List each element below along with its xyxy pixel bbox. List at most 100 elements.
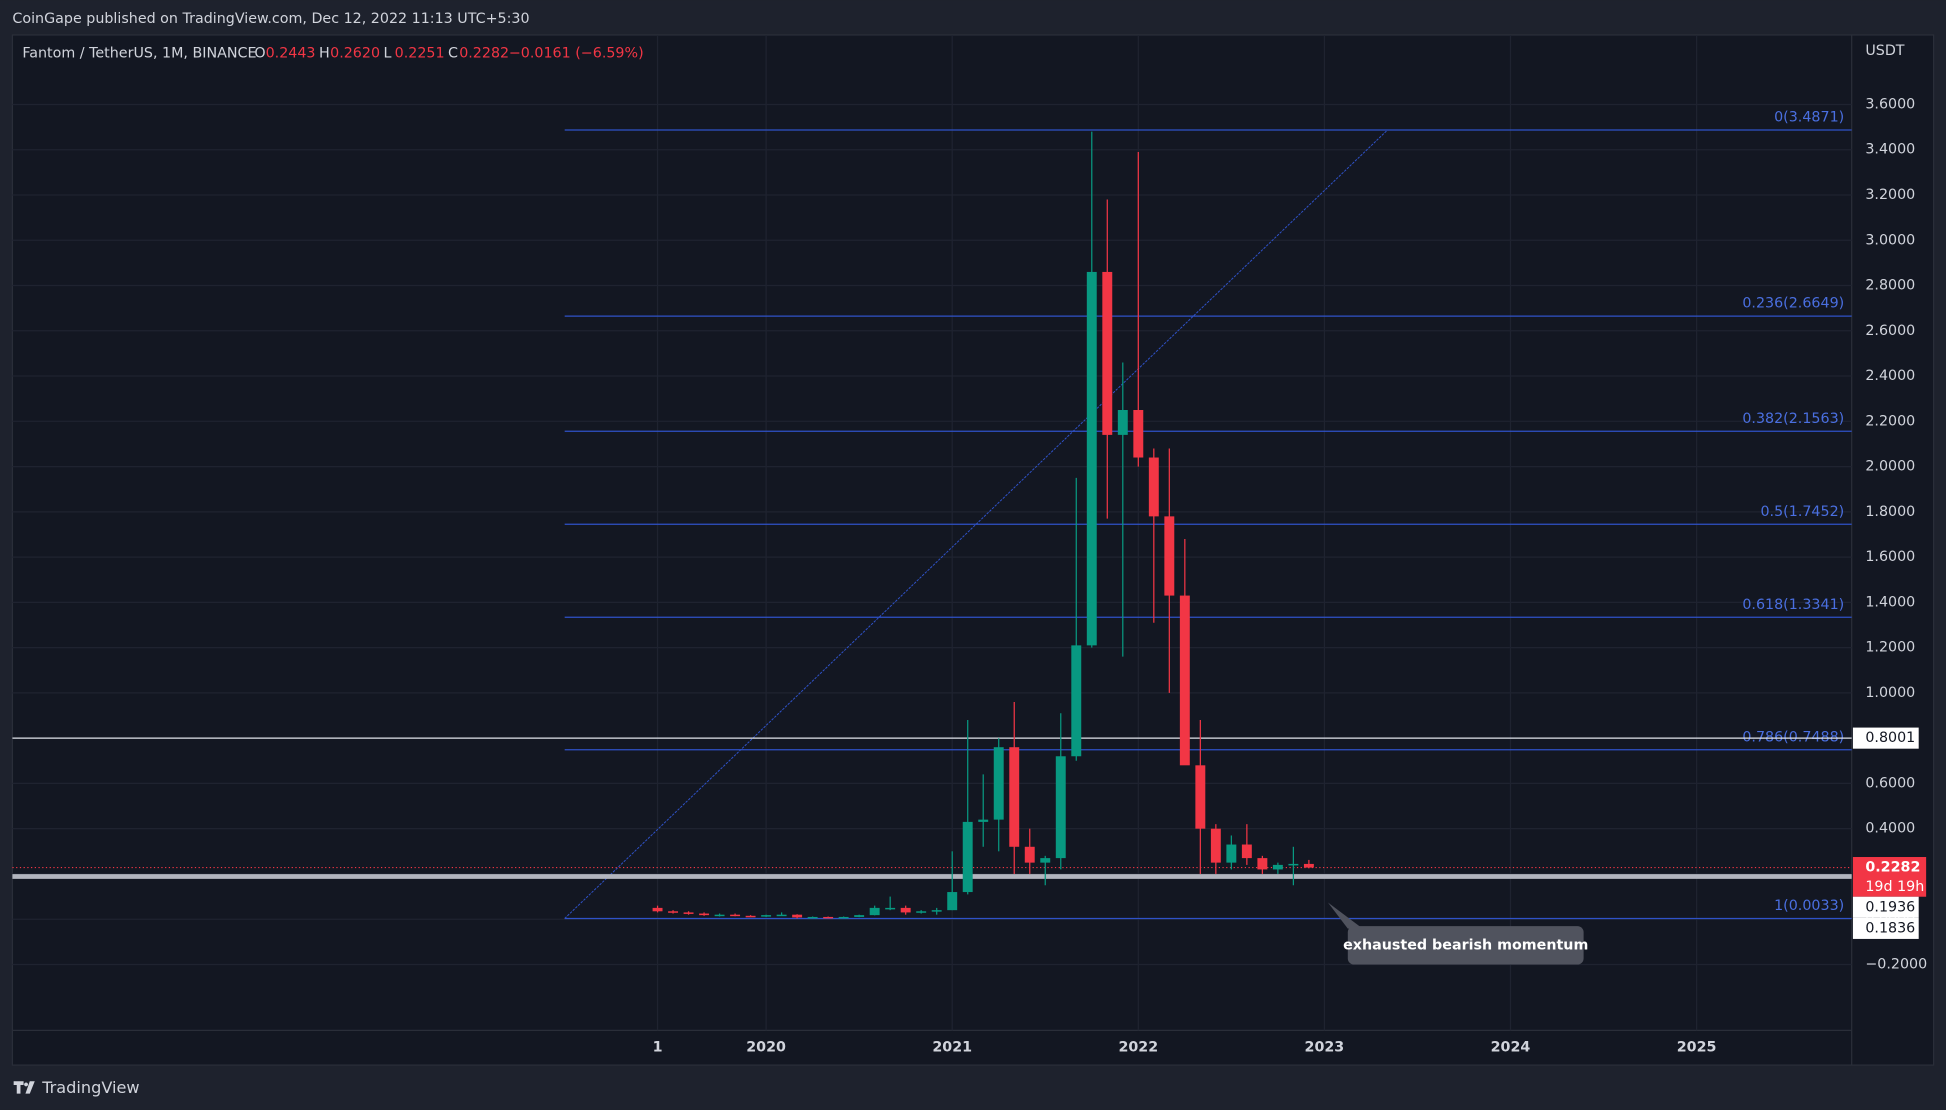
candle-body	[807, 916, 818, 919]
y-tick-label: 3.6000	[1865, 96, 1915, 112]
countdown-label: 19d 19h	[1865, 879, 1924, 895]
annotation-text: exhausted bearish momentum	[1343, 937, 1588, 953]
candle-body	[1102, 271, 1113, 435]
legend-value: 0.2620	[330, 46, 380, 62]
candle-body	[916, 911, 927, 913]
fib-level-label: 0.382(2.1563)	[1742, 411, 1844, 427]
y-tick-label: 2.2000	[1865, 413, 1915, 429]
legend-key: C	[448, 46, 458, 62]
hline-price-label: 0.1836	[1865, 920, 1915, 936]
candle-body	[838, 916, 849, 919]
candle-body	[1086, 271, 1097, 646]
last-price-label: 0.2282	[1865, 860, 1920, 876]
candle-body	[1040, 858, 1051, 863]
candle-body	[714, 914, 725, 917]
x-tick-label: 2023	[1305, 1040, 1345, 1056]
x-tick-label: 2022	[1118, 1040, 1158, 1056]
hline-price-box	[1852, 727, 1919, 749]
legend-key: H	[319, 46, 330, 62]
candle-body	[1055, 756, 1066, 859]
candle-body	[776, 914, 787, 917]
hline-price-box	[1852, 896, 1919, 918]
y-tick-label: 2.4000	[1865, 368, 1915, 384]
fib-level-label: 0.5(1.7452)	[1760, 504, 1844, 520]
candle-body	[1024, 846, 1035, 863]
candle-body	[761, 915, 772, 917]
candle-body	[1195, 765, 1206, 829]
candle-body	[962, 821, 973, 893]
candle-body	[730, 914, 741, 917]
y-tick-label: 1.4000	[1865, 594, 1915, 610]
y-tick-label: 1.2000	[1865, 640, 1915, 656]
hline-price-label: 0.1936	[1865, 899, 1915, 915]
candle-body	[854, 915, 865, 917]
candle-body	[993, 747, 1004, 820]
candle-body	[1303, 863, 1314, 868]
candle-body	[1288, 863, 1299, 866]
candle-body	[900, 907, 911, 913]
candle-body	[1272, 864, 1283, 870]
chart-panel	[11, 34, 1935, 1066]
x-tick-label: 2025	[1677, 1040, 1717, 1056]
y-tick-label: 2.0000	[1865, 459, 1915, 475]
fib-level-label: 0(3.4871)	[1774, 110, 1844, 126]
legend-key: L	[383, 46, 391, 62]
logo-mark	[13, 1081, 35, 1094]
symbol-title: Fantom / TetherUS, 1M, BINANCE	[22, 46, 256, 62]
x-tick-label: 2020	[746, 1040, 786, 1056]
candle-body	[745, 915, 756, 918]
candle-body	[885, 907, 896, 910]
candles	[652, 131, 1314, 919]
annotation: exhausted bearish momentum	[1327, 902, 1588, 965]
brand: TradingView	[41, 1078, 139, 1097]
candle-body	[683, 912, 694, 914]
candle-body	[1148, 457, 1159, 517]
y-tick-label: 3.4000	[1865, 142, 1915, 158]
last-price-box	[1852, 857, 1927, 897]
annotation-box	[1347, 926, 1584, 965]
x-tick-label: 2024	[1491, 1040, 1531, 1056]
y-tick-label: 1.8000	[1865, 504, 1915, 520]
candle-body	[1164, 516, 1175, 596]
legend-value: 0.2282	[459, 46, 509, 62]
candle-body	[699, 913, 710, 916]
candle-body	[668, 911, 679, 913]
axis-unit: USDT	[1865, 43, 1904, 59]
legend-key: O	[254, 46, 265, 62]
candle-body	[792, 914, 803, 918]
candle-body	[1133, 409, 1144, 458]
annotation-pointer	[1327, 902, 1363, 929]
candle-body	[1210, 828, 1221, 863]
y-tick-label: 3.0000	[1865, 232, 1915, 248]
y-tick-label: −0.2000	[1865, 956, 1927, 972]
candle-body	[823, 916, 834, 919]
publisher-line: CoinGape published on TradingView.com, D…	[12, 11, 529, 27]
candle-body	[1009, 747, 1020, 847]
y-tick-label: 1.0000	[1865, 685, 1915, 701]
fib-level-label: 1(0.0033)	[1774, 898, 1844, 914]
hline-price-label: 0.8001	[1865, 730, 1915, 746]
candle-body	[1241, 844, 1252, 859]
candle-body	[869, 907, 880, 916]
drawings: 0(3.4871) 0.236(2.6649) 0.382(2.1563) 0.5(1…	[12, 110, 1852, 920]
candle-body	[1226, 844, 1237, 863]
candle-body	[1071, 645, 1082, 757]
x-tick-label: 2021	[932, 1040, 972, 1056]
candle-body	[978, 819, 989, 822]
candle-body	[1257, 858, 1268, 870]
hline-price-box	[1852, 917, 1919, 939]
candle-body	[1117, 409, 1128, 435]
y-tick-label: 1.6000	[1865, 549, 1915, 565]
fib-level-label: 0.786(0.7488)	[1742, 729, 1844, 745]
legend-change: −0.0161 (−6.59%)	[509, 46, 644, 62]
y-tick-label: 3.2000	[1865, 187, 1915, 203]
tradingview-logo: TradingView	[13, 1078, 140, 1097]
y-tick-label: 2.6000	[1865, 323, 1915, 339]
fib-level-label: 0.236(2.6649)	[1742, 296, 1844, 312]
labels: exhausted bearish momentum 0.8001 0.2282 19…	[1327, 727, 1927, 965]
fib-level-label: 0.618(1.3341)	[1742, 597, 1844, 613]
y-tick-label: 2.8000	[1865, 278, 1915, 294]
y-tick-label: 0.4000	[1865, 821, 1915, 837]
legend-value: 0.2443	[266, 46, 316, 62]
